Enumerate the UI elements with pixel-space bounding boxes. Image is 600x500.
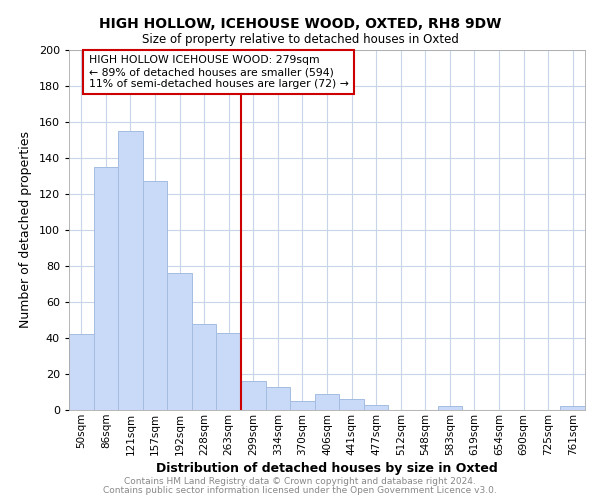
Bar [437, 406, 462, 410]
Text: Contains public sector information licensed under the Open Government Licence v3: Contains public sector information licen… [103, 486, 497, 495]
Bar [364, 404, 388, 410]
Bar [69, 334, 94, 410]
Text: HIGH HOLLOW ICEHOUSE WOOD: 279sqm
← 89% of detached houses are smaller (594)
11%: HIGH HOLLOW ICEHOUSE WOOD: 279sqm ← 89% … [89, 56, 349, 88]
Bar [217, 332, 241, 410]
Bar [266, 386, 290, 410]
Y-axis label: Number of detached properties: Number of detached properties [19, 132, 32, 328]
Bar [339, 399, 364, 410]
Bar [560, 406, 585, 410]
Bar [290, 401, 315, 410]
Bar [94, 167, 118, 410]
Text: Contains HM Land Registry data © Crown copyright and database right 2024.: Contains HM Land Registry data © Crown c… [124, 477, 476, 486]
Text: HIGH HOLLOW, ICEHOUSE WOOD, OXTED, RH8 9DW: HIGH HOLLOW, ICEHOUSE WOOD, OXTED, RH8 9… [99, 18, 501, 32]
Bar [167, 273, 192, 410]
X-axis label: Distribution of detached houses by size in Oxted: Distribution of detached houses by size … [156, 462, 498, 475]
Bar [315, 394, 339, 410]
Bar [143, 182, 167, 410]
Bar [192, 324, 217, 410]
Bar [241, 381, 266, 410]
Text: Size of property relative to detached houses in Oxted: Size of property relative to detached ho… [142, 32, 458, 46]
Bar [118, 131, 143, 410]
